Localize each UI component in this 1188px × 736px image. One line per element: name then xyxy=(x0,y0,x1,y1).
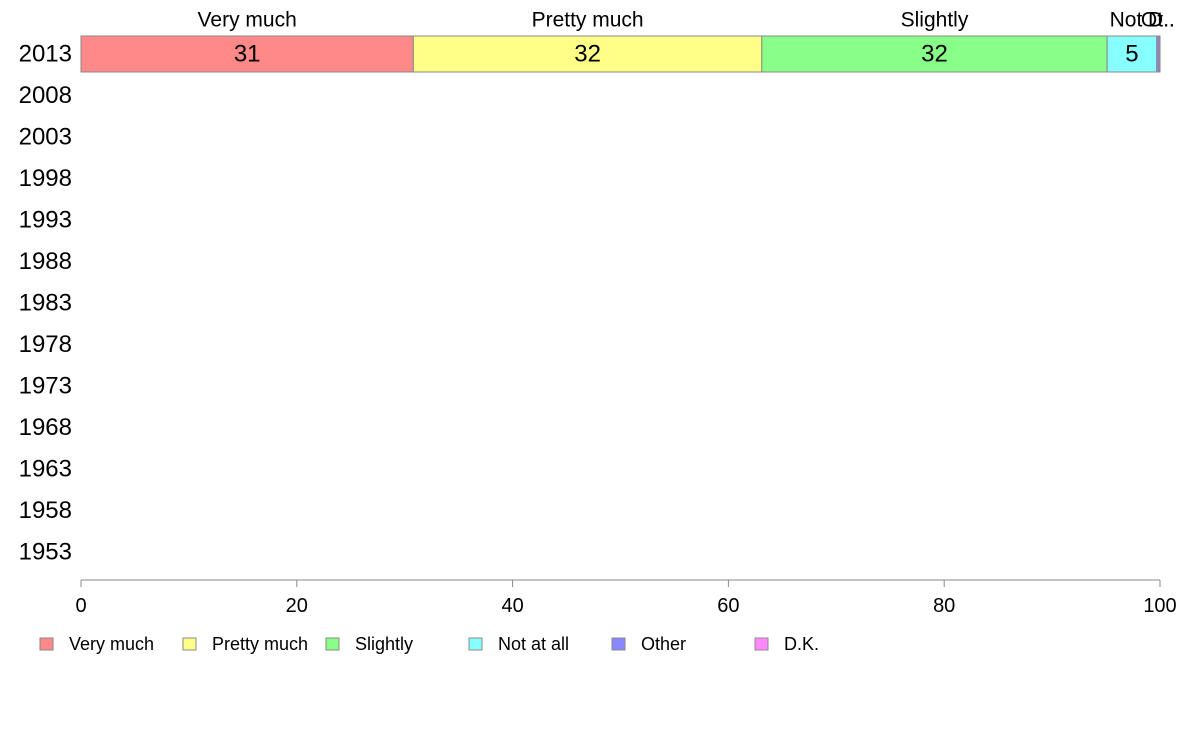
value-label-2013-very-much: 31 xyxy=(234,41,261,68)
year-label-1998: 1998 xyxy=(19,165,72,192)
bar-2013-pretty-much xyxy=(412,35,763,73)
year-label-1968: 1968 xyxy=(19,414,72,441)
x-tick-label-40: 40 xyxy=(501,595,523,617)
year-label-2003: 2003 xyxy=(19,124,72,151)
year-labels: 2013 2008 2003 1998 1993 1988 1983 1978 1973 1968… xyxy=(19,41,72,566)
value-label-2013-not-at-all: 5 xyxy=(1125,41,1138,68)
x-tick-label-0: 0 xyxy=(75,595,86,617)
legend-swatch-d-k- xyxy=(754,637,769,651)
x-tick-label-100: 100 xyxy=(1143,595,1176,617)
bar-2013-d-k- xyxy=(1158,35,1161,73)
year-label-1963: 1963 xyxy=(19,456,72,483)
top-label-3: Not xyxy=(1110,9,1143,32)
value-label-2013-slightly: 32 xyxy=(921,41,948,68)
x-tick-label-60: 60 xyxy=(717,595,739,617)
legend-label-d-k-: D.K. xyxy=(784,634,819,654)
legend-swatch-pretty-much xyxy=(182,637,197,651)
legend: Very much Pretty much Slightly Not at all Ot… xyxy=(39,634,819,654)
year-label-1958: 1958 xyxy=(19,497,72,524)
year-label-2008: 2008 xyxy=(19,82,72,109)
legend-label-other: Other xyxy=(641,634,686,654)
year-label-1988: 1988 xyxy=(19,248,72,275)
x-tick-label-80: 80 xyxy=(933,595,955,617)
year-label-1993: 1993 xyxy=(19,207,72,234)
legend-swatch-other xyxy=(611,637,626,651)
year-label-1973: 1973 xyxy=(19,373,72,400)
top-label-2: Slightly xyxy=(901,9,969,32)
x-axis: 0 20 40 60 80 100 xyxy=(75,579,1177,617)
legend-label-not-at-all: Not at all xyxy=(498,634,569,654)
year-label-2013: 2013 xyxy=(19,41,72,68)
legend-label-slightly: Slightly xyxy=(355,634,413,654)
legend-label-pretty-much: Pretty much xyxy=(212,634,308,654)
top-label-1: Pretty much xyxy=(532,9,644,32)
top-label-5: D.. xyxy=(1148,9,1175,32)
year-label-1953: 1953 xyxy=(19,539,72,566)
legend-swatch-slightly xyxy=(325,637,340,651)
legend-swatch-not-at-all xyxy=(468,637,483,651)
legend-swatch-very-much xyxy=(39,637,54,651)
top-label-4: Ot.. xyxy=(1141,9,1175,32)
year-label-1978: 1978 xyxy=(19,331,72,358)
value-label-2013-pretty-much: 32 xyxy=(574,41,601,68)
value-labels: 31 32 32 5 xyxy=(234,41,1139,68)
bars xyxy=(80,35,1161,73)
year-label-1983: 1983 xyxy=(19,290,72,317)
legend-label-very-much: Very much xyxy=(69,634,154,654)
top-label-0: Very much xyxy=(198,9,297,32)
x-tick-label-20: 20 xyxy=(286,595,308,617)
